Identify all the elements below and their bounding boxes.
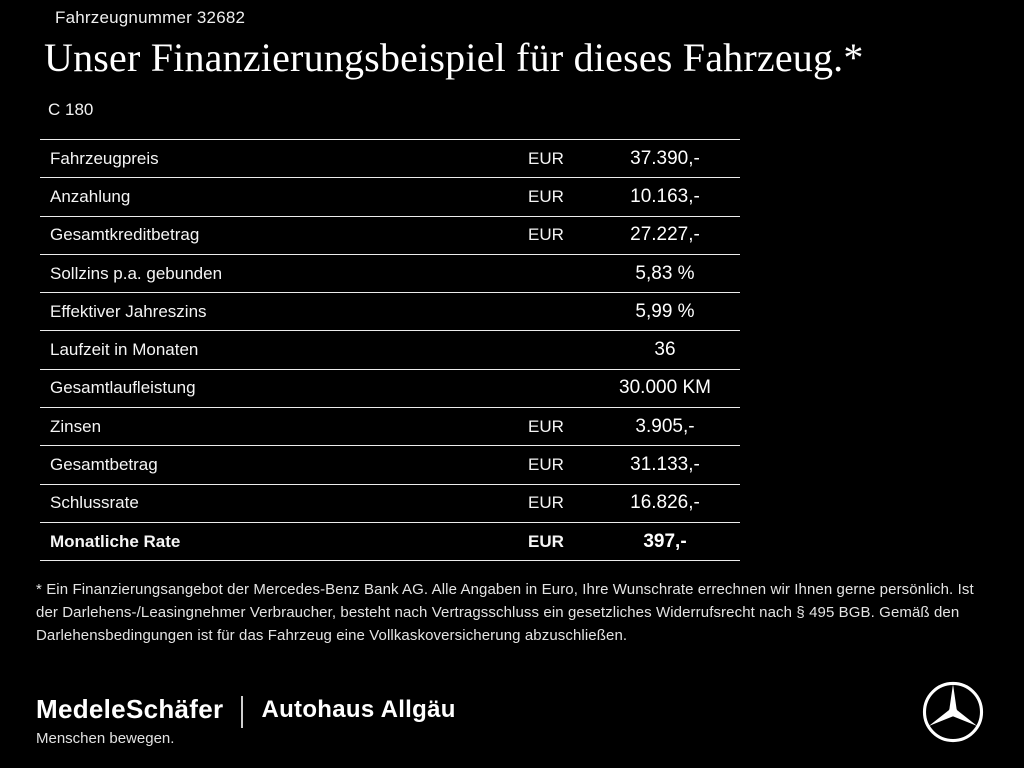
row-label: Sollzins p.a. gebunden [50, 263, 223, 283]
vehicle-number: Fahrzeugnummer 32682 [55, 8, 246, 27]
dealer-footer: MedeleSchäfer Menschen bewegen. Autohaus… [36, 694, 456, 747]
row-value: 27.227,- [630, 224, 700, 246]
row-label: Laufzeit in Monaten [50, 340, 199, 360]
table-row: Gesamtkreditbetrag EUR 27.227,- [40, 215, 740, 254]
row-label: Gesamtbetrag [50, 455, 158, 475]
row-value: 16.826,- [630, 492, 700, 514]
row-value: 31.133,- [630, 454, 700, 476]
dealer-block: MedeleSchäfer Menschen bewegen. [36, 694, 223, 747]
table-row: Zinsen EUR 3.905,- [40, 407, 740, 445]
table-row: Gesamtlaufleistung 30.000 KM [40, 368, 740, 407]
row-currency: EUR [528, 416, 564, 436]
row-label: Anzahlung [50, 186, 131, 206]
financing-table: Fahrzeugpreis EUR 37.390,- Anzahlung EUR… [40, 139, 740, 562]
table-row: Anzahlung EUR 10.163,- [40, 177, 740, 215]
financing-footnote: * Ein Finanzierungsangebot der Mercedes-… [36, 581, 974, 644]
row-currency: EUR [528, 531, 564, 551]
row-value: 5,99 % [635, 300, 695, 322]
table-row: Fahrzeugpreis EUR 37.390,- [40, 139, 740, 177]
row-value: 36 [654, 339, 676, 361]
mercedes-star-icon [922, 681, 984, 743]
row-currency: EUR [528, 493, 564, 513]
row-label: Effektiver Jahreszins [50, 301, 207, 321]
model-name: C 180 [48, 100, 94, 119]
page-title: Unser Finanzierungsbeispiel für dieses F… [44, 35, 864, 80]
dealer-tagline: Menschen bewegen. [36, 730, 175, 747]
row-label: Zinsen [50, 416, 102, 436]
row-value: 10.163,- [630, 185, 700, 207]
row-currency: EUR [528, 186, 564, 206]
row-value: 37.390,- [630, 147, 700, 169]
row-currency: EUR [528, 148, 564, 168]
row-value: 30.000 KM [619, 377, 711, 399]
row-label: Fahrzeugpreis [50, 148, 159, 168]
table-row: Sollzins p.a. gebunden 5,83 % [40, 253, 740, 292]
table-row: Schlussrate EUR 16.826,- [40, 483, 740, 522]
row-currency: EUR [528, 225, 564, 245]
table-row-monthly-rate: Monatliche Rate EUR 397,- [40, 521, 740, 562]
row-value: 5,83 % [635, 262, 695, 284]
table-row: Effektiver Jahreszins 5,99 % [40, 292, 740, 330]
dealer-logo-medele-schaefer: MedeleSchäfer [36, 694, 224, 724]
row-currency: EUR [528, 455, 564, 475]
row-value: 397,- [643, 530, 687, 552]
dealer-logo-autohaus-allgaeu: Autohaus Allgäu [261, 696, 456, 723]
row-label: Gesamtkreditbetrag [50, 225, 200, 245]
row-label: Monatliche Rate [50, 531, 181, 551]
footer-divider [241, 696, 244, 728]
row-value: 3.905,- [635, 415, 695, 437]
table-row: Laufzeit in Monaten 36 [40, 330, 740, 368]
row-label: Schlussrate [50, 493, 139, 513]
table-row: Gesamtbetrag EUR 31.133,- [40, 445, 740, 483]
row-label: Gesamtlaufleistung [50, 378, 196, 398]
